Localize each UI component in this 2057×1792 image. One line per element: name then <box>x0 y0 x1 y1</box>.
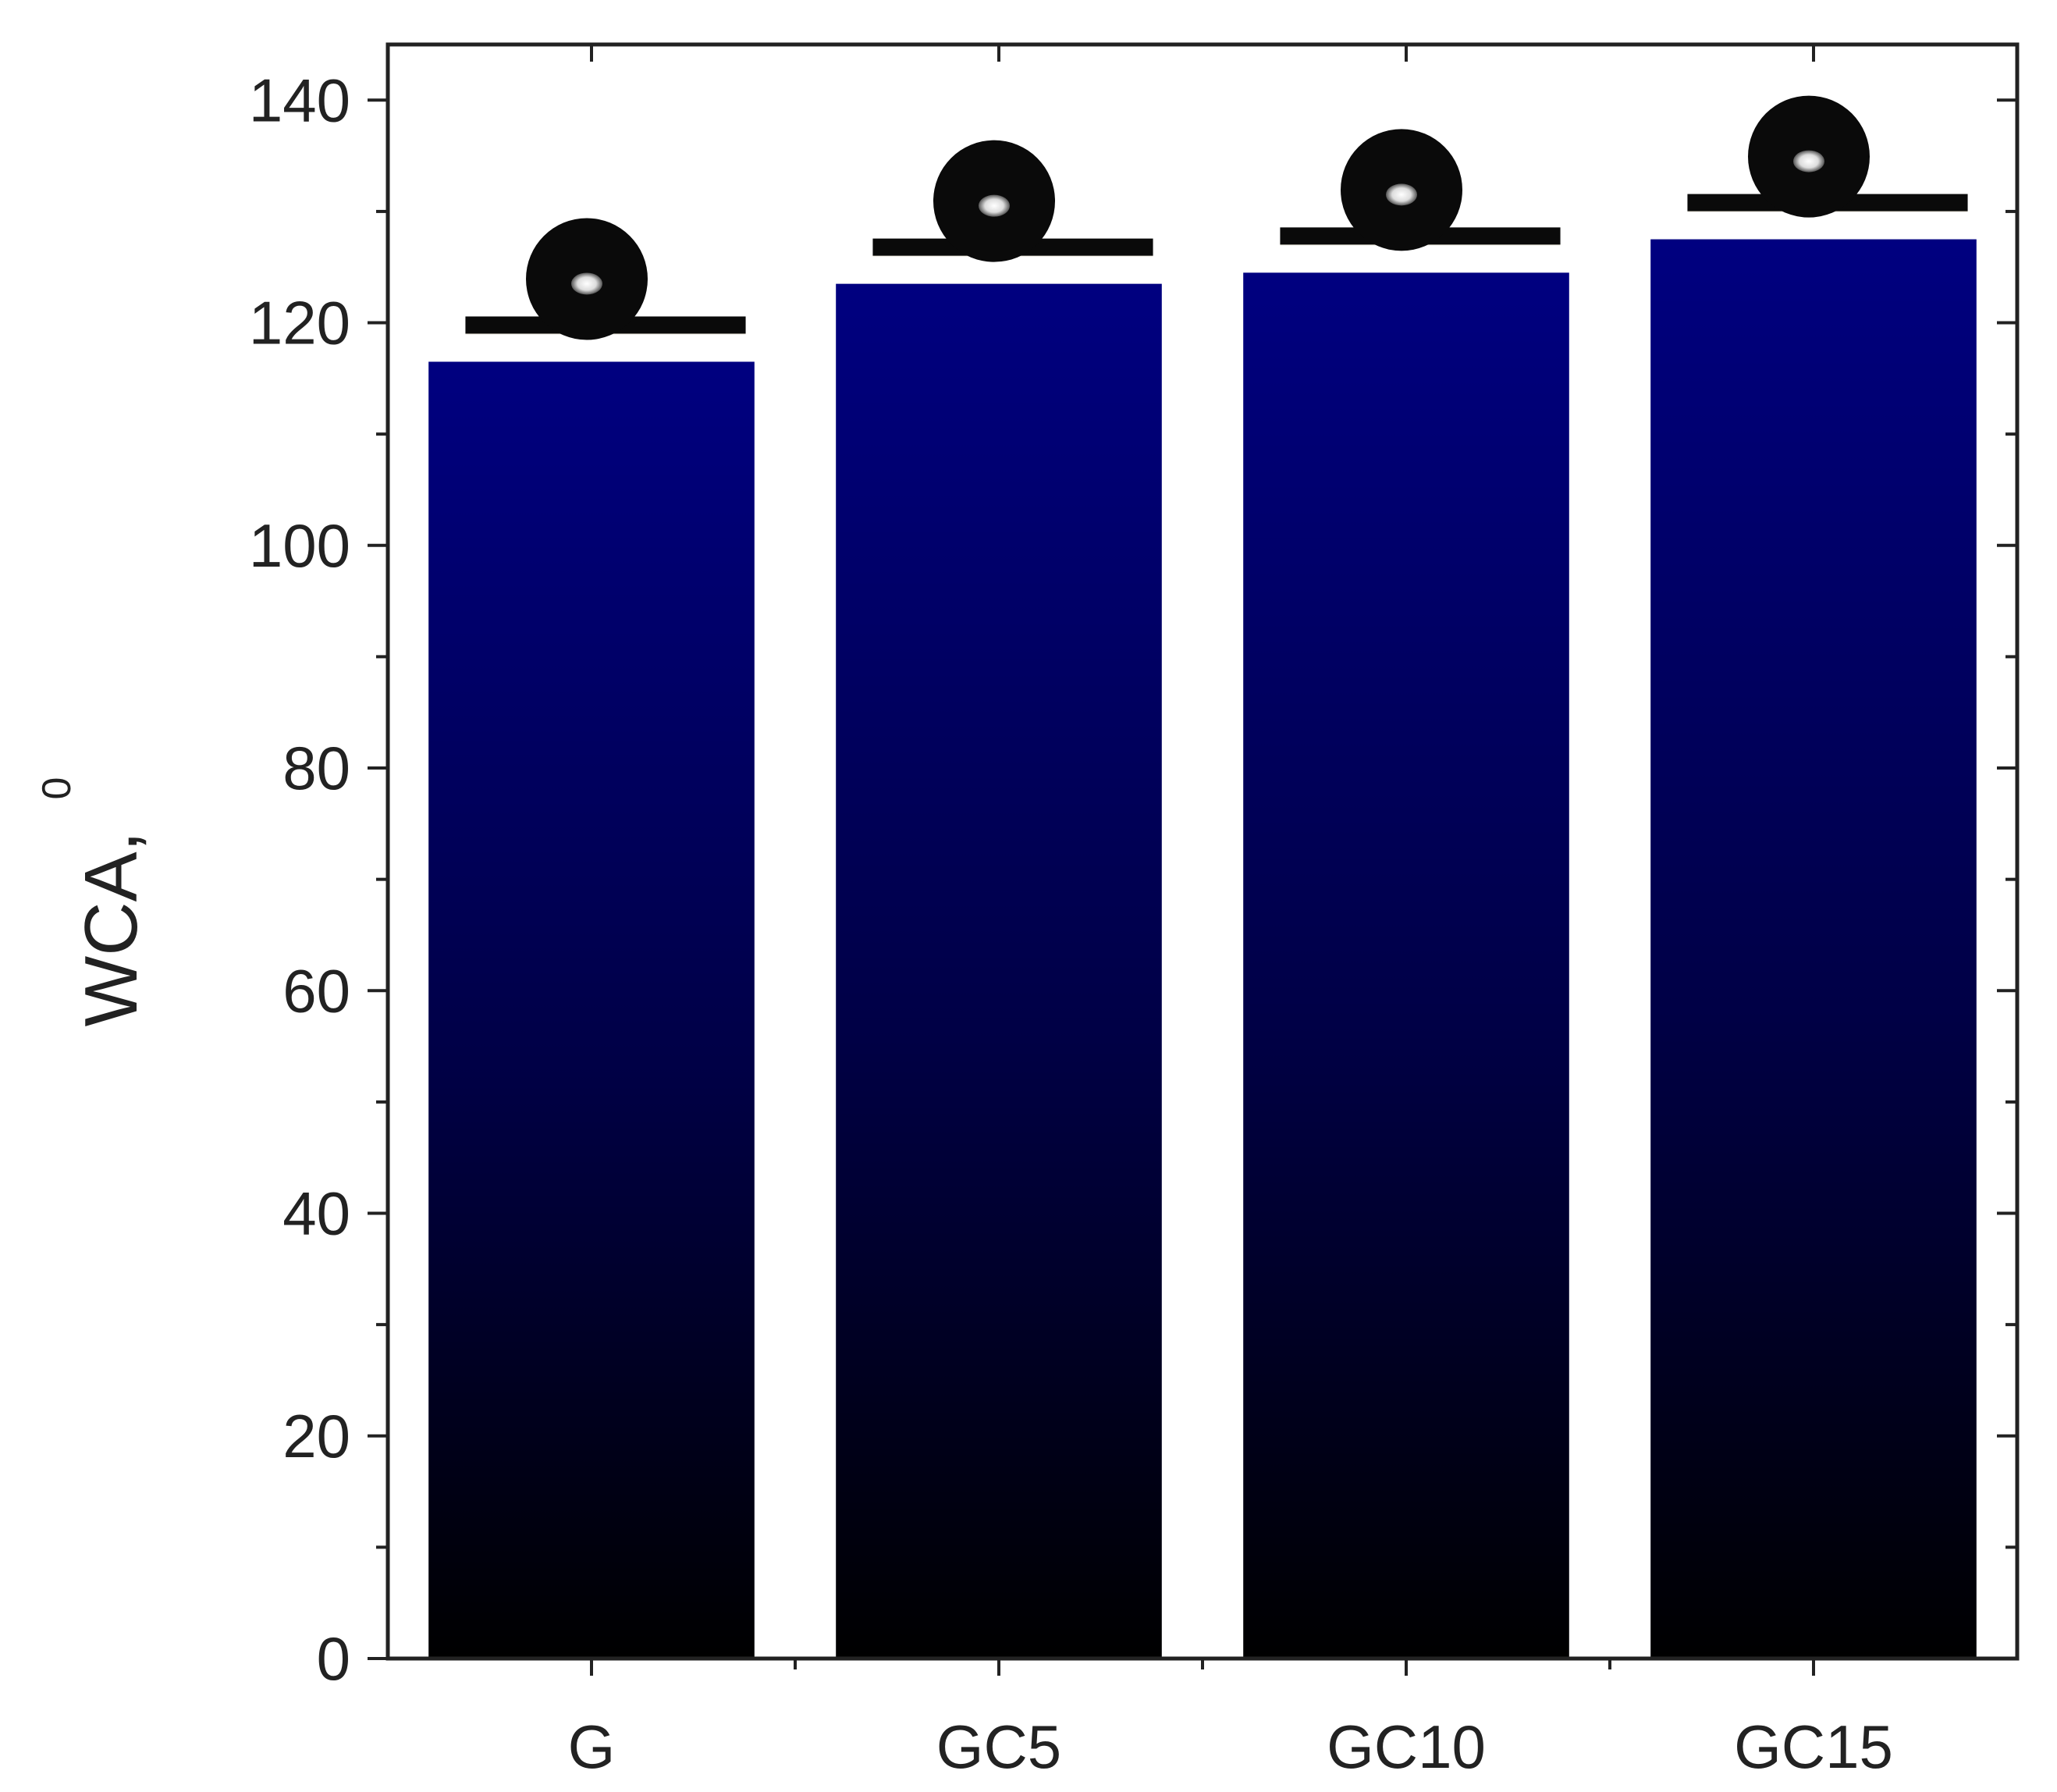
bars-layer <box>428 239 1977 1659</box>
y-axis-title: WCA, <box>69 831 153 1027</box>
x-tick-label-gc15: GC15 <box>1734 1712 1893 1781</box>
y-tick-label: 0 <box>317 1624 350 1693</box>
water-droplet-icon <box>1280 129 1561 251</box>
x-tick-label-gc5: GC5 <box>936 1712 1061 1781</box>
x-tick-label-gc10: GC10 <box>1327 1712 1486 1781</box>
droplet-highlight <box>1793 150 1824 172</box>
y-tick-label: 40 <box>282 1179 350 1248</box>
y-tick-label: 60 <box>282 956 350 1025</box>
y-tick-label: 120 <box>249 289 350 357</box>
y-tick-label: 140 <box>249 66 350 134</box>
y-axis-unit-superscript: 0 <box>34 777 80 800</box>
axes-layer: G GC5 GC10 GC15 0 20 40 60 80 100 120 140 <box>249 42 2020 1781</box>
x-tick-label-g: G <box>568 1712 616 1781</box>
droplet-highlight <box>979 194 1010 217</box>
bar-gc10 <box>1243 272 1569 1659</box>
bar-gc5 <box>836 283 1162 1659</box>
water-droplet-icon <box>465 218 746 340</box>
bar-g <box>428 361 755 1659</box>
y-tick-label: 80 <box>282 734 350 802</box>
droplet-highlight <box>571 272 602 295</box>
bar-gc15 <box>1650 239 1977 1659</box>
y-tick-label: 100 <box>249 511 350 580</box>
water-droplet-icon <box>872 140 1153 262</box>
droplet-highlight <box>1386 183 1417 206</box>
plot-frame <box>385 42 2020 1661</box>
droplets-layer <box>465 95 1968 340</box>
water-droplet-icon <box>1687 95 1968 218</box>
y-tick-label: 20 <box>282 1402 350 1470</box>
